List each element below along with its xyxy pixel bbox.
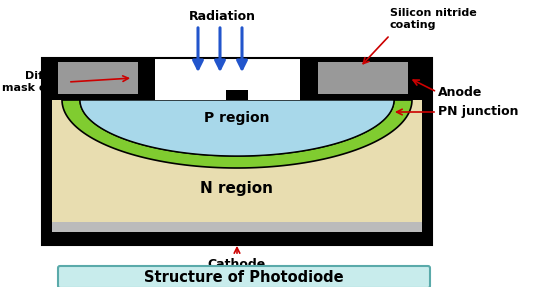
- Bar: [42, 58, 432, 245]
- Text: Anode: Anode: [438, 86, 482, 98]
- FancyBboxPatch shape: [58, 266, 430, 287]
- Bar: [52, 222, 422, 232]
- Text: PN junction: PN junction: [438, 106, 519, 119]
- Bar: [318, 62, 408, 94]
- Bar: [42, 58, 155, 100]
- Bar: [226, 90, 248, 100]
- Bar: [58, 62, 138, 94]
- Text: Structure of Photodiode: Structure of Photodiode: [144, 269, 344, 284]
- Polygon shape: [62, 100, 412, 168]
- Bar: [155, 58, 300, 100]
- Bar: [300, 58, 432, 100]
- Polygon shape: [80, 100, 394, 156]
- Bar: [42, 58, 432, 245]
- Text: Diffusion
mask of SiO₂: Diffusion mask of SiO₂: [2, 71, 81, 93]
- Bar: [52, 100, 422, 232]
- Text: Radiation: Radiation: [189, 10, 256, 23]
- Text: Cathode: Cathode: [208, 258, 266, 271]
- Text: Silicon nitride
coating: Silicon nitride coating: [390, 8, 477, 30]
- Text: N region: N region: [201, 181, 273, 195]
- Text: P region: P region: [204, 111, 270, 125]
